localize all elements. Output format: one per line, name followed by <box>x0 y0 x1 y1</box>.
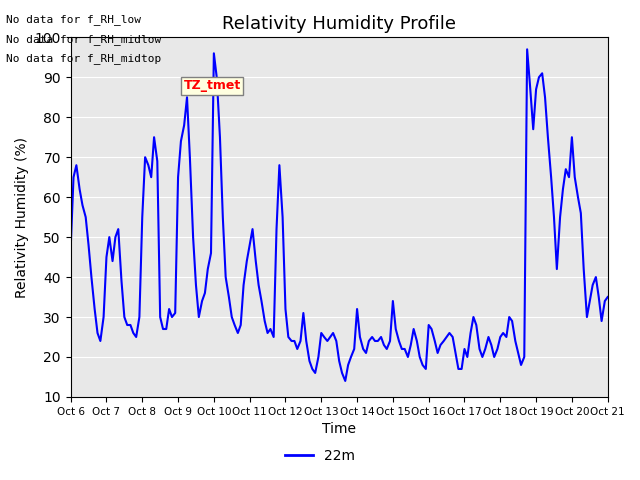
X-axis label: Time: Time <box>322 422 356 436</box>
Legend: 22m: 22m <box>280 443 360 468</box>
Text: No data for f_RH_midlow: No data for f_RH_midlow <box>6 34 162 45</box>
Text: No data for f_RH_low: No data for f_RH_low <box>6 14 141 25</box>
Title: Relativity Humidity Profile: Relativity Humidity Profile <box>222 15 456 33</box>
Y-axis label: Relativity Humidity (%): Relativity Humidity (%) <box>15 137 29 298</box>
Text: TZ_tmet: TZ_tmet <box>184 80 241 93</box>
Text: No data for f_RH_midtop: No data for f_RH_midtop <box>6 53 162 64</box>
